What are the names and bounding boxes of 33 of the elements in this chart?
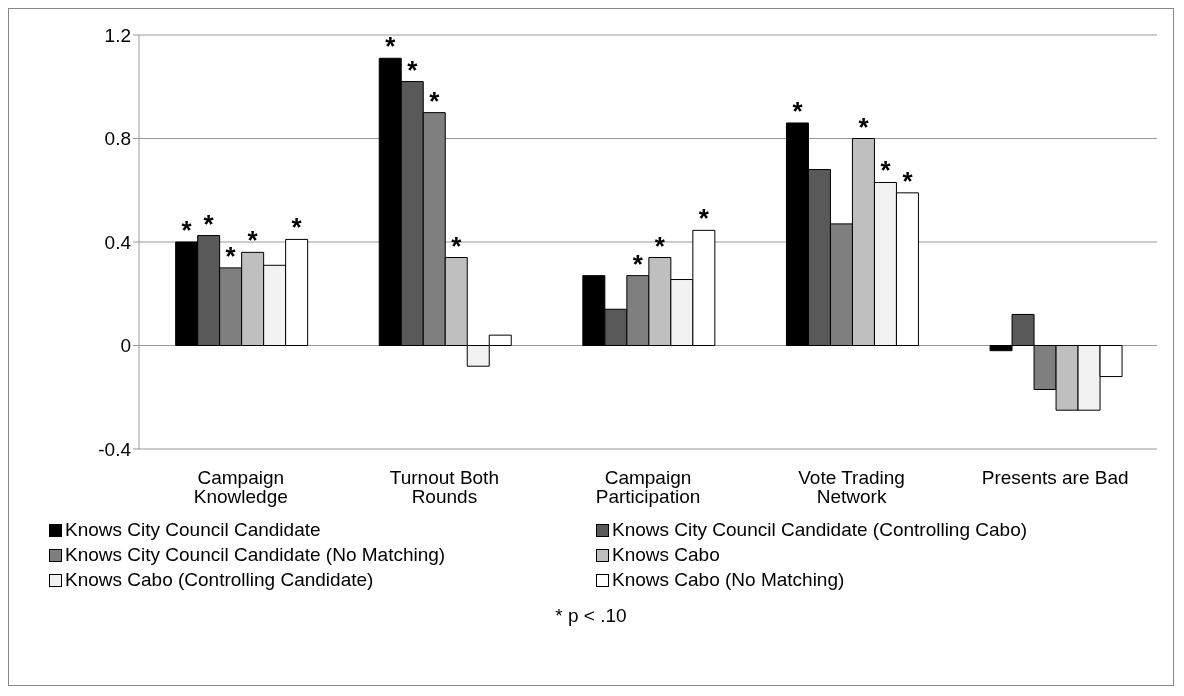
data-label: * bbox=[407, 54, 419, 85]
y-tick-label: -0.4 bbox=[98, 438, 132, 460]
x-tick-label: Turnout Both Rounds bbox=[389, 467, 499, 508]
legend-label: Knows Cabo (Controlling Candidate) bbox=[65, 569, 374, 591]
data-label: * bbox=[203, 208, 215, 239]
y-tick-label: 0 bbox=[120, 335, 131, 357]
legend-label: Knows City Council Candidate (No Matching) bbox=[65, 544, 446, 566]
x-tick-label: Campaign Participation bbox=[595, 467, 701, 508]
y-tick-label: 0.4 bbox=[104, 231, 132, 253]
data-label: * bbox=[225, 240, 237, 271]
data-label: * bbox=[698, 203, 710, 234]
data-label: * bbox=[880, 155, 892, 186]
x-tick-label: Vote Trading Network bbox=[798, 467, 905, 508]
text: * p < .10 bbox=[554, 605, 628, 627]
data-label: * bbox=[385, 31, 397, 62]
y-tick-label: 1.2 bbox=[104, 24, 131, 46]
data-label: * bbox=[632, 248, 644, 279]
x-tick-label: Campaign Knowledge bbox=[193, 467, 288, 508]
y-tick-label: 0.8 bbox=[104, 128, 131, 150]
data-label: * bbox=[181, 215, 193, 245]
data-label: * bbox=[451, 230, 463, 261]
data-label: * bbox=[858, 111, 870, 142]
x-tick-label: Presents are Bad bbox=[981, 467, 1129, 489]
data-label: * bbox=[902, 165, 914, 196]
data-label: * bbox=[291, 212, 303, 243]
data-label: * bbox=[429, 85, 441, 116]
legend-label: Knows City Council Candidate bbox=[65, 519, 321, 541]
legend-label: Knows Cabo (No Matching) bbox=[612, 569, 845, 591]
legend-label: Knows City Council Candidate (Controlling Cabo) bbox=[612, 519, 1028, 541]
data-label: * bbox=[247, 225, 259, 256]
data-label: * bbox=[654, 230, 666, 261]
data-label: * bbox=[792, 95, 804, 126]
legend-label: Knows Cabo bbox=[612, 544, 720, 566]
